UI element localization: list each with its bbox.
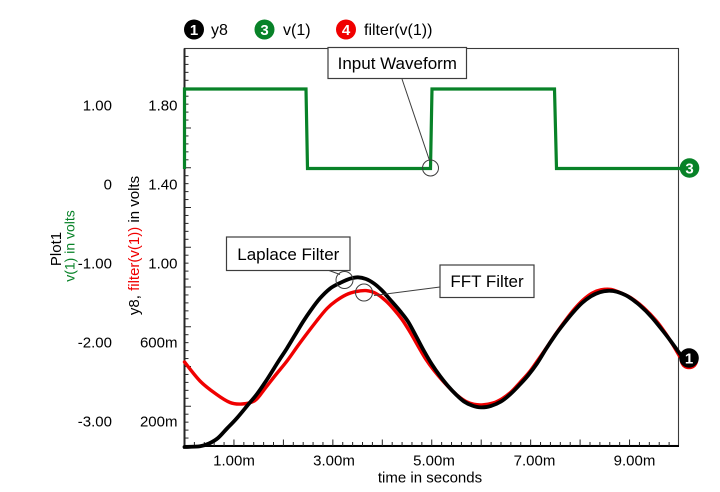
svg-text:Input Waveform: Input Waveform [338, 54, 457, 73]
svg-text:0: 0 [104, 177, 112, 194]
svg-text:1.00: 1.00 [148, 256, 177, 273]
svg-text:4: 4 [342, 22, 351, 39]
svg-text:time in seconds: time in seconds [378, 470, 482, 487]
svg-text:-2.00: -2.00 [78, 335, 112, 352]
svg-text:600m: 600m [140, 335, 178, 352]
svg-text:1.40: 1.40 [148, 177, 177, 194]
svg-text:9.00m: 9.00m [614, 453, 656, 470]
svg-text:y8, filter(v(1)) in volts: y8, filter(v(1)) in volts [126, 176, 143, 315]
svg-text:3: 3 [685, 160, 693, 177]
svg-text:-1.00: -1.00 [78, 256, 112, 273]
svg-text:1: 1 [685, 350, 693, 367]
svg-text:200m: 200m [140, 414, 178, 431]
svg-text:3.00m: 3.00m [313, 453, 355, 470]
svg-text:Laplace Filter: Laplace Filter [237, 245, 339, 264]
svg-text:v(1): v(1) [283, 22, 311, 39]
svg-text:y8: y8 [211, 22, 228, 39]
svg-text:Plot1: Plot1 [48, 232, 65, 266]
svg-text:filter(v(1)): filter(v(1)) [364, 22, 432, 39]
svg-text:1.00m: 1.00m [213, 453, 255, 470]
svg-text:-3.00: -3.00 [78, 414, 112, 431]
svg-text:5.00m: 5.00m [413, 453, 455, 470]
svg-text:1: 1 [190, 22, 198, 39]
svg-text:1.00: 1.00 [83, 98, 112, 115]
svg-text:FFT Filter: FFT Filter [450, 272, 524, 291]
svg-text:1.80: 1.80 [148, 98, 177, 115]
svg-text:v(1) in volts: v(1) in volts [62, 210, 78, 282]
svg-text:3: 3 [260, 22, 268, 39]
svg-text:7.00m: 7.00m [514, 453, 556, 470]
